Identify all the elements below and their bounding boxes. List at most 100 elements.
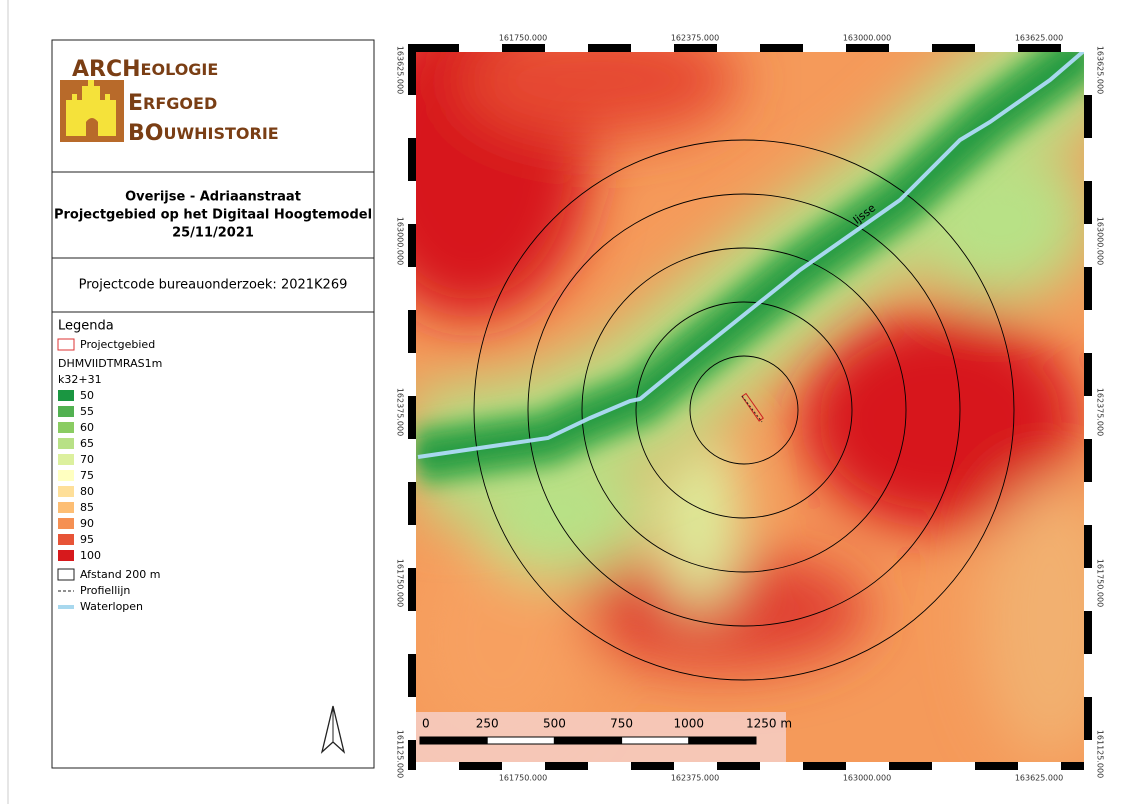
frame-band [717,44,760,52]
map-graphic: E [128,91,143,116]
x-coord-label: 161750.000 [499,774,547,783]
frame-band [1018,762,1061,770]
frame-band [416,762,459,770]
scalebar: 0 250 500 750 1000 1250 m [419,717,792,745]
legend-swatch [58,454,74,465]
frame-band [1084,138,1092,181]
frame-band [408,611,416,654]
legend-label: 60 [80,421,94,434]
y-coord-label: 161125.000 [396,730,405,778]
legend-title: Legenda [58,319,114,334]
legend-label: 100 [80,549,101,562]
frame-band [545,44,588,52]
legend-swatch [58,406,74,417]
legend-swatch [58,486,74,497]
y-coord-label: 161125.000 [1096,730,1105,778]
legend-label: 55 [80,405,94,418]
legend-swatch [58,534,74,545]
legend-label: 90 [80,517,94,530]
frame-band [889,44,932,52]
legend-swatch [58,390,74,401]
map-graphic [635,301,853,519]
y-coord-label: 163000.000 [1096,217,1105,265]
frame-band [1061,44,1104,52]
frame-band [1084,52,1092,95]
map-graphic [689,355,799,465]
logo-line: ERFGOED [128,91,217,116]
frame-band [408,783,416,804]
legend-swatch [58,422,74,433]
y-coord-label: 162375.000 [396,388,405,436]
x-coord-label: 161750.000 [499,34,547,43]
x-coord-label: 163625.000 [1015,774,1063,783]
legend: Legenda Projectgebied DHMVIIDTMRAS1m k32… [57,319,162,613]
map-graphic [416,530,590,750]
map-graphic: EOLOGIE [141,60,219,79]
scalebar-label: 750 [610,717,633,731]
map-graphic: UWHISTORIE [163,124,278,143]
side-panel [51,39,375,769]
scalebar-segment [486,736,555,745]
legend-swatch [58,438,74,449]
map-graphic [473,139,1015,681]
scalebar-label: 1250 m [746,717,792,731]
legend-label: k32+31 [58,373,102,386]
legend-label: Afstand 200 m [80,568,160,581]
scalebar-segment [419,736,488,745]
legend-label: 70 [80,453,94,466]
map-graphic [741,392,764,422]
legend-label: Waterlopen [80,600,143,613]
title: 25/11/2021 [172,226,254,241]
legend-swatch [57,568,75,581]
frame-band [1084,310,1092,353]
logo-line: BOUWHISTORIE [128,121,279,146]
legend-label: Profiellijn [80,584,130,597]
legend-swatch [58,470,74,481]
map-graphic [660,430,740,610]
frame-band [1084,224,1092,267]
y-coord-label: 161750.000 [1096,559,1105,607]
logo-line: ARCHEOLOGIE [72,57,218,82]
scalebar-segment [621,736,690,745]
frame-band [975,44,1018,52]
legend-swatch [58,502,74,513]
map-graphic [417,52,1084,459]
x-coord-label: 163625.000 [1015,34,1063,43]
title: Overijse - Adriaanstraat [125,190,301,205]
logo: ARCHEOLOGIE ERFGOED BOUWHISTORIE [60,57,279,146]
legend-label: 80 [80,485,94,498]
scalebar-label: 250 [476,717,499,731]
frame-band [1084,396,1092,439]
y-coord-label: 161750.000 [396,559,405,607]
map-graphic [581,247,907,573]
y-coord-label: 163625.000 [396,46,405,94]
dem: Ijsse 0 250 500 750 1000 1250 m [416,52,1084,762]
map-graphic: RFGOED [143,94,217,113]
frame-ticks [408,44,1104,804]
frame-band [631,44,674,52]
frame-band [760,762,803,770]
scalebar-segment [553,736,623,745]
frame-band [408,697,416,740]
map-graphic [741,395,763,423]
frame-band [408,525,416,568]
legend-label: 65 [80,437,94,450]
title: Projectgebied op het Digitaal Hoogtemode… [54,208,372,223]
scalebar-label: 1000 [674,717,705,731]
frame-band [502,762,545,770]
frame-band [803,44,846,52]
frame-band [1084,568,1092,611]
frame-band [932,762,975,770]
legend-label: 85 [80,501,94,514]
map-graphic [527,193,961,627]
x-coord-label: 163000.000 [843,34,891,43]
frame-band [408,267,416,310]
legend-label: 50 [80,389,94,402]
scalebar-segment [688,736,757,745]
y-coord-label: 163625.000 [1096,46,1105,94]
legend-swatch [57,338,75,351]
scalebar-label: 500 [543,717,566,731]
y-coord-label: 163000.000 [396,217,405,265]
